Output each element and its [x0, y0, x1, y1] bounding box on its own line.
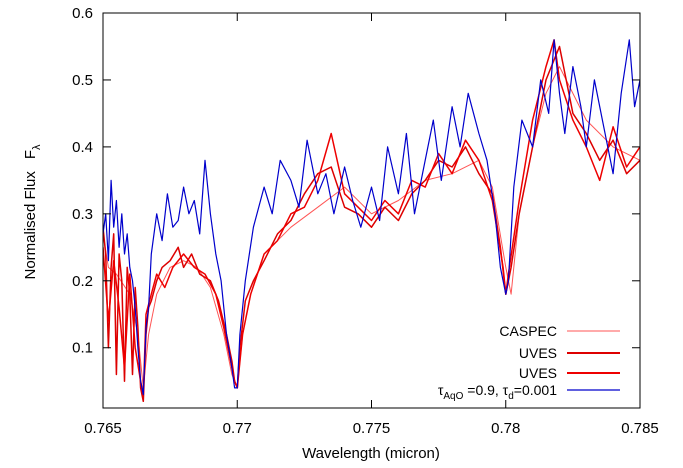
legend-tau-mid: =0.9, τ — [463, 382, 508, 398]
x-tick-label: 0.77 — [223, 420, 252, 437]
legend-label: UVES — [519, 345, 557, 361]
y-tick-label: 0.5 — [72, 72, 93, 89]
y-axis-symbol-subscript: λ — [31, 144, 43, 150]
legend-label: UVES — [519, 365, 557, 381]
x-tick-label: 0.78 — [491, 420, 520, 437]
x-tick-label: 0.775 — [353, 420, 391, 437]
y-tick-labels: 0.1 0.2 0.3 0.4 0.5 0.6 — [72, 5, 93, 357]
y-axis-title-group: Normalised Flux Fλ — [22, 144, 43, 280]
x-tick-label: 0.785 — [621, 420, 659, 437]
legend: CASPEC UVES UVES τAqO =0.9, τd=0.001 — [438, 323, 620, 402]
y-tick-label: 0.1 — [72, 340, 93, 357]
y-tick-label: 0.2 — [72, 273, 93, 290]
x-tick-labels: 0.765 0.77 0.775 0.78 0.785 — [84, 420, 659, 437]
legend-label-tau: τAqO =0.9, τd=0.001 — [438, 382, 557, 402]
series-line-3 — [103, 39, 640, 396]
y-axis-title: Normalised Flux Fλ — [22, 144, 43, 280]
series-line-2 — [103, 39, 640, 396]
y-tick-label: 0.3 — [72, 206, 93, 223]
legend-sub-d: d — [508, 391, 514, 402]
legend-label: CASPEC — [499, 323, 557, 339]
legend-tau-end: =0.001 — [514, 382, 557, 398]
y-axis-title-text: Normalised Flux — [22, 171, 39, 280]
legend-tau-1: τ — [438, 382, 444, 398]
plot-frame — [102, 12, 641, 409]
series-layer — [103, 39, 640, 403]
y-tick-label: 0.4 — [72, 139, 93, 156]
y-tick-label: 0.6 — [72, 5, 93, 22]
legend-sub-aqo: AqO — [443, 391, 463, 402]
x-tick-label: 0.765 — [84, 420, 122, 437]
x-axis-title: Wavelength (micron) — [302, 445, 440, 462]
y-axis-symbol: F — [22, 150, 39, 159]
